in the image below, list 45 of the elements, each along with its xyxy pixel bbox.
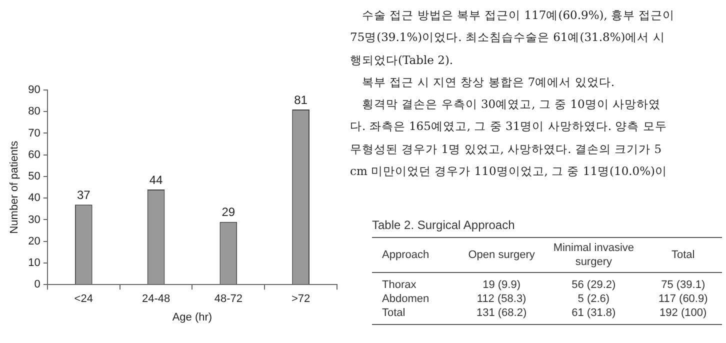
category-label: Total — [382, 307, 406, 319]
y-tick-label: 40 — [28, 192, 40, 204]
x-tick-label: 48-72 — [214, 293, 242, 306]
text: 다. 좌측은 165예였고, 그 중 31명이 사망하였다. 양측 모두 — [350, 118, 668, 136]
data-label: 81 — [294, 92, 308, 107]
x-tick-label: <24 — [74, 293, 93, 306]
y-tick-label: 50 — [28, 170, 40, 183]
data-label: 29 — [222, 205, 236, 220]
text: 117 (60.9) — [658, 293, 708, 305]
text: 5 (2.6) — [578, 293, 610, 305]
category-label: Thorax — [382, 279, 416, 291]
category-label: Open surgery — [467, 248, 536, 263]
text: 복부 접근 시 지연 창상 봉합은 7예에서 있었다. — [361, 74, 616, 91]
y-tick-label: 10 — [28, 257, 40, 270]
text: 192 (100) — [660, 307, 707, 319]
y-tick-label: 30 — [28, 214, 40, 226]
text: 행되었다(Table 2). — [350, 52, 454, 69]
category-label: Total — [670, 248, 696, 263]
y-tick-label: 0 — [34, 278, 40, 291]
text: 무형성된 경우가 1명 있었고, 사망하였다. 결손의 크기가 5 — [350, 140, 663, 158]
y-tick-label: 70 — [28, 127, 40, 140]
text: 19 (9.9) — [482, 279, 521, 291]
text: 56 (29.2) — [572, 279, 616, 291]
y-tick-label: 90 — [28, 84, 40, 96]
text: 75 (39.1) — [661, 279, 706, 291]
y-tick-label: 80 — [28, 106, 40, 118]
text: 75명(39.1%)이었다. 최소침습수술은 61예(31.8%)에서 시 — [350, 29, 666, 46]
text: 131 (68.2) — [476, 307, 527, 319]
text: cm 미만이었던 경우가 110명이었고, 그 중 11명(10.0%)이 — [350, 163, 668, 180]
category-label: Minimal invasive surgery — [552, 241, 636, 270]
category-label: Approach — [381, 248, 430, 263]
y-tick-label: 20 — [28, 235, 40, 248]
data-label: 44 — [149, 172, 164, 187]
text: 112 (58.3) — [476, 293, 526, 305]
text: 61 (31.8) — [572, 307, 616, 319]
text: 횡격막 결손은 우측이 30예였고, 그 중 10명이 사망하였 — [361, 96, 662, 114]
x-axis-title: Age (hr) — [172, 311, 212, 324]
text: 수술 접근 방법은 복부 접근이 117예(60.9%), 흉부 접근이 — [361, 7, 676, 24]
y-axis-title: Number of patients — [8, 140, 21, 234]
category-label: Abdomen — [382, 293, 430, 305]
y-tick-label: 60 — [28, 148, 40, 161]
x-tick-label: >72 — [291, 293, 310, 306]
text: Table 2. Surgical Approach — [372, 218, 516, 232]
x-tick-label: 24-48 — [142, 293, 170, 306]
data-label: 37 — [76, 188, 91, 202]
